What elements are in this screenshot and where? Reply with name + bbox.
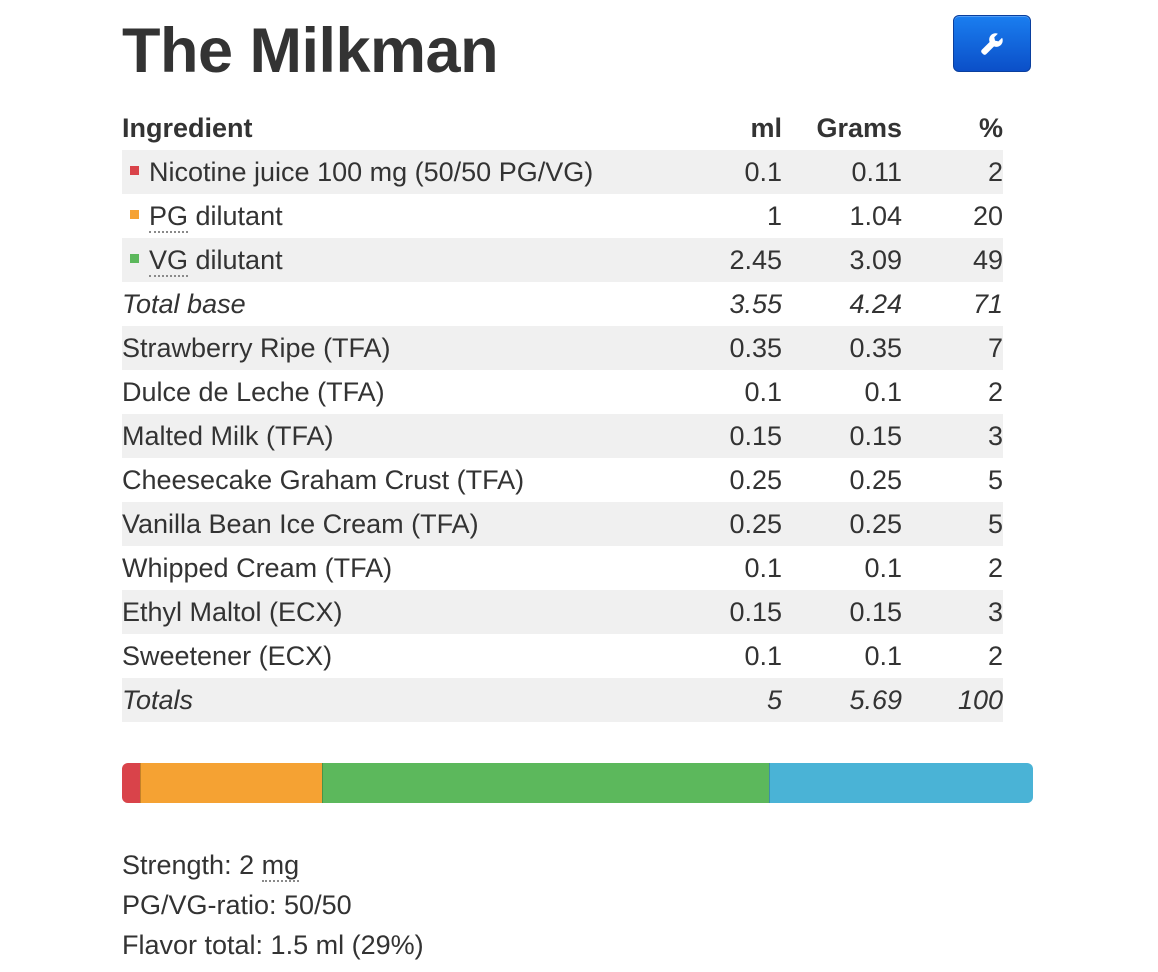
ml-cell: 3.55 [729, 288, 782, 319]
ingredient-cell: VG dilutant [122, 238, 682, 282]
grams-cell: 4.24 [849, 288, 902, 319]
percent-cell: 49 [902, 238, 1003, 282]
grams-cell: 5.69 [782, 678, 902, 722]
strength-unit[interactable]: mg [261, 850, 300, 882]
ingredient-name: Ethyl Maltol (ECX) [122, 590, 682, 634]
pgvg-ratio-line: PG/VG-ratio: 50/50 [122, 890, 352, 920]
ingredient-name: dilutant [188, 200, 283, 231]
table-header-row: Ingredient ml Grams % [122, 106, 1003, 150]
table-row-nicotine: Nicotine juice 100 mg (50/50 PG/VG) 0.1 … [122, 150, 1003, 194]
ratio-bar-segment-pg [140, 763, 323, 803]
ingredient-name: Total base [122, 288, 246, 319]
percent-cell: 71 [972, 288, 1003, 319]
table-row: Malted Milk (TFA) 0.15 0.15 3 [122, 414, 1003, 458]
ratio-bar-segment-nicotine [122, 763, 141, 803]
ml-cell: 5 [682, 678, 782, 722]
header-ingredient: Ingredient [122, 112, 253, 143]
pg-color-swatch [130, 209, 139, 219]
percent-cell: 2 [987, 376, 1003, 407]
ml-cell: 1 [766, 200, 782, 231]
page-title: The Milkman [122, 16, 499, 86]
grams-cell: 0.1 [864, 640, 902, 671]
grams-cell: 0.11 [782, 150, 902, 194]
nicotine-color-swatch [130, 165, 139, 175]
percent-cell: 3 [902, 414, 1003, 458]
ingredient-name: Sweetener (ECX) [122, 640, 333, 671]
tools-button[interactable] [953, 15, 1031, 72]
ingredient-name: Malted Milk (TFA) [122, 414, 682, 458]
percent-cell: 2 [902, 150, 1003, 194]
table-row: Vanilla Bean Ice Cream (TFA) 0.25 0.25 5 [122, 502, 1003, 546]
grams-cell: 1.04 [849, 200, 902, 231]
percent-cell: 2 [987, 640, 1003, 671]
flavor-total-line: Flavor total: 1.5 ml (29%) [122, 930, 424, 960]
table-row-pg: PG dilutant 1 1.04 20 [122, 194, 1003, 238]
header-ml: ml [750, 112, 782, 143]
ingredient-cell: Nicotine juice 100 mg (50/50 PG/VG) [122, 150, 682, 194]
ingredient-name: Cheesecake Graham Crust (TFA) [122, 464, 525, 495]
table-row: Ethyl Maltol (ECX) 0.15 0.15 3 [122, 590, 1003, 634]
pg-abbreviation[interactable]: PG [149, 200, 189, 233]
percent-cell: 100 [902, 678, 1003, 722]
strength-line: Strength: 2 mg [122, 845, 424, 885]
percent-cell: 5 [902, 502, 1003, 546]
ml-cell: 0.25 [682, 502, 782, 546]
recipe-summary: Strength: 2 mg PG/VG-ratio: 50/50 Flavor… [122, 845, 424, 965]
ingredient-name: Vanilla Bean Ice Cream (TFA) [122, 502, 682, 546]
table-row: Cheesecake Graham Crust (TFA) 0.25 0.25 … [122, 458, 1003, 502]
percent-cell: 5 [987, 464, 1003, 495]
table-row: Whipped Cream (TFA) 0.1 0.1 2 [122, 546, 1003, 590]
grams-cell: 0.25 [849, 464, 902, 495]
ml-cell: 0.1 [682, 150, 782, 194]
ingredient-name: Strawberry Ripe (TFA) [122, 326, 682, 370]
ratio-bar [122, 763, 1033, 803]
grams-cell: 3.09 [782, 238, 902, 282]
table-row: Strawberry Ripe (TFA) 0.35 0.35 7 [122, 326, 1003, 370]
table-row-vg: VG dilutant 2.45 3.09 49 [122, 238, 1003, 282]
ml-cell: 2.45 [682, 238, 782, 282]
grams-cell: 0.35 [782, 326, 902, 370]
ingredient-name: Nicotine juice 100 mg (50/50 PG/VG) [149, 156, 594, 187]
header-percent: % [978, 112, 1003, 143]
ratio-bar-segment-vg [322, 763, 769, 803]
ingredient-cell: PG dilutant [122, 194, 682, 238]
ingredient-name: dilutant [188, 244, 283, 275]
ingredient-name: Whipped Cream (TFA) [122, 552, 393, 583]
ingredient-name: Totals [122, 678, 682, 722]
table-row-totals: Totals 5 5.69 100 [122, 678, 1003, 722]
vg-color-swatch [130, 253, 139, 263]
ml-cell: 0.15 [682, 590, 782, 634]
percent-cell: 7 [902, 326, 1003, 370]
percent-cell: 20 [972, 200, 1003, 231]
grams-cell: 0.1 [864, 376, 902, 407]
grams-cell: 0.1 [864, 552, 902, 583]
vg-abbreviation[interactable]: VG [149, 244, 189, 277]
header-grams: Grams [816, 112, 902, 143]
recipe-table: Ingredient ml Grams % Nicotine juice 100… [122, 106, 1003, 722]
ml-cell: 0.35 [682, 326, 782, 370]
ratio-bar-segment-flavor [768, 763, 1033, 803]
grams-cell: 0.15 [782, 590, 902, 634]
ingredient-name: Dulce de Leche (TFA) [122, 376, 385, 407]
table-row: Sweetener (ECX) 0.1 0.1 2 [122, 634, 1003, 678]
table-row-total-base: Total base 3.55 4.24 71 [122, 282, 1003, 326]
ml-cell: 0.15 [682, 414, 782, 458]
strength-label: Strength: 2 [122, 850, 262, 880]
ml-cell: 0.1 [744, 640, 782, 671]
grams-cell: 0.15 [782, 414, 902, 458]
percent-cell: 3 [902, 590, 1003, 634]
ml-cell: 0.25 [729, 464, 782, 495]
percent-cell: 2 [987, 552, 1003, 583]
wrench-icon [981, 32, 1003, 55]
grams-cell: 0.25 [782, 502, 902, 546]
table-row: Dulce de Leche (TFA) 0.1 0.1 2 [122, 370, 1003, 414]
ml-cell: 0.1 [744, 376, 782, 407]
ml-cell: 0.1 [744, 552, 782, 583]
